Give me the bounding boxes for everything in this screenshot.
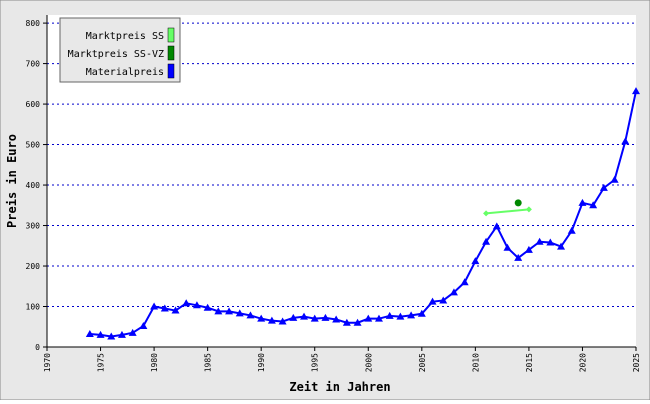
- y-tick-label: 800: [26, 19, 41, 28]
- x-tick-label: 1980: [150, 353, 159, 372]
- data-point: [428, 297, 437, 305]
- legend: Marktpreis SS Marktpreis SS-VZ Materialpre…: [59, 17, 181, 83]
- data-point: [364, 314, 373, 322]
- data-point: [128, 328, 137, 336]
- data-point: [310, 314, 319, 322]
- data-point: [235, 309, 244, 317]
- x-tick-label: 2020: [578, 353, 587, 372]
- data-point: [246, 311, 255, 319]
- data-point: [225, 307, 234, 315]
- x-tick-label: 1970: [43, 353, 52, 372]
- legend-label: Marktpreis SS-VZ: [68, 49, 164, 60]
- data-point: [300, 312, 309, 320]
- data-point: [85, 330, 94, 338]
- data-point: [107, 332, 116, 340]
- series-line: [485, 208, 530, 215]
- y-tick-label: 300: [26, 222, 41, 231]
- data-point: [396, 312, 405, 320]
- data-point: [557, 242, 566, 250]
- data-point: [257, 314, 266, 322]
- y-tick-label: 600: [26, 100, 41, 109]
- data-point: [514, 253, 523, 261]
- data-point: [214, 307, 223, 315]
- data-point: [160, 304, 169, 312]
- data-point: [192, 301, 201, 309]
- legend-label: Materialpreis: [86, 67, 164, 78]
- data-point: [483, 210, 490, 217]
- data-point: [492, 222, 501, 230]
- data-point: [546, 238, 555, 246]
- y-tick-label: 200: [26, 262, 41, 271]
- data-point: [150, 302, 159, 310]
- data-point: [535, 237, 544, 245]
- data-point: [289, 313, 298, 321]
- data-point: [514, 199, 522, 207]
- data-point: [471, 257, 480, 265]
- y-tick-label: 100: [26, 303, 41, 312]
- data-point: [278, 317, 287, 325]
- data-point: [589, 201, 598, 209]
- data-point: [567, 226, 576, 234]
- data-point: [182, 299, 191, 307]
- x-tick-label: 2025: [632, 353, 641, 372]
- data-point: [503, 243, 512, 251]
- x-tick-label: 1975: [97, 353, 106, 372]
- data-point: [407, 311, 416, 319]
- x-tick-label: 2010: [471, 353, 480, 372]
- y-tick-label: 500: [26, 141, 41, 150]
- data-point: [599, 183, 608, 191]
- y-axis-label: Preis in Euro: [5, 134, 19, 228]
- data-point: [482, 237, 491, 245]
- y-tick-label: 400: [26, 181, 41, 190]
- data-point: [632, 87, 640, 95]
- y-tick-label: 0: [35, 343, 40, 352]
- data-point: [439, 296, 448, 304]
- x-tick-label: 2015: [525, 353, 534, 372]
- series-line: [89, 90, 637, 338]
- legend-swatch: [167, 27, 175, 43]
- data-point: [621, 137, 630, 145]
- legend-box: [59, 17, 181, 83]
- legend-swatch: [167, 63, 175, 79]
- x-tick-label: 1985: [204, 353, 213, 372]
- data-point: [203, 303, 212, 311]
- data-point: [342, 318, 351, 326]
- data-point: [449, 288, 458, 296]
- data-point: [524, 245, 533, 253]
- data-point: [321, 313, 330, 321]
- data-point: [117, 330, 126, 338]
- legend-label: Marktpreis SS: [86, 31, 164, 42]
- data-point: [332, 315, 341, 323]
- data-point: [417, 309, 426, 317]
- data-point: [610, 175, 619, 183]
- data-point: [374, 314, 383, 322]
- data-point: [460, 278, 469, 286]
- data-point: [353, 318, 362, 326]
- legend-swatch: [167, 45, 175, 61]
- data-point: [385, 311, 394, 319]
- x-tick-label: 2005: [418, 353, 427, 372]
- y-tick-label: 700: [26, 60, 41, 69]
- data-point: [578, 198, 587, 206]
- data-point: [267, 316, 276, 324]
- data-point: [171, 306, 180, 314]
- x-axis-label: Zeit in Jahren: [289, 380, 390, 394]
- data-point: [525, 206, 532, 213]
- data-point: [96, 330, 105, 338]
- data-point: [139, 321, 148, 329]
- x-tick-label: 1995: [311, 353, 320, 372]
- x-tick-label: 1990: [257, 353, 266, 372]
- x-tick-label: 2000: [364, 353, 373, 372]
